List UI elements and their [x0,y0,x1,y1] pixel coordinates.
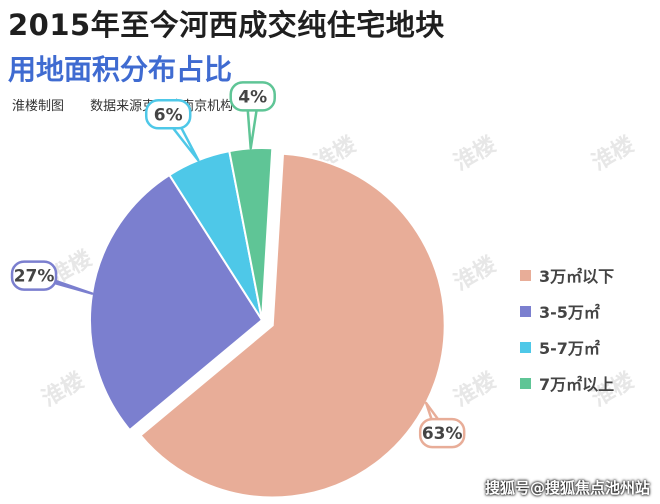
pie-callouts: 63% 27% 6% 4% [10,81,466,449]
legend-label: 3-5万㎡ [539,303,600,322]
data-label-text-1: 27% [14,267,55,287]
legend-swatch [520,305,531,317]
credit-maker: 淮楼制图 [12,99,65,114]
legend-label: 7万㎡以上 [539,375,615,394]
data-label-text-0: 63% [422,424,463,444]
data-label-1: 27% [10,260,94,295]
legend-swatch [520,377,531,389]
legend-swatch [520,269,531,281]
legend-item-3: 7万㎡以上 [520,365,614,401]
legend: 3万㎡以下 3-5万㎡ 5-7万㎡ 7万㎡以上 [520,257,614,401]
data-label-text-2: 6% [154,105,183,125]
footer-watermark: 搜狐号@搜狐焦点池州站 [484,479,650,497]
legend-swatch [520,341,531,353]
data-label-3: 4% [229,81,276,150]
pie-slices [89,147,446,499]
legend-item-0: 3万㎡以下 [520,257,614,293]
legend-item-1: 3-5万㎡ [520,293,614,329]
legend-label: 3万㎡以下 [539,267,615,286]
legend-item-2: 5-7万㎡ [520,329,614,365]
chart-subtitle: 用地面积分布占比 [8,53,233,86]
chart-title: 2015年至今河西成交纯住宅地块 [8,8,445,42]
data-label-0: 63% [418,401,466,449]
legend-label: 5-7万㎡ [539,339,600,358]
data-label-2: 6% [144,99,200,162]
data-label-text-3: 4% [238,87,267,107]
